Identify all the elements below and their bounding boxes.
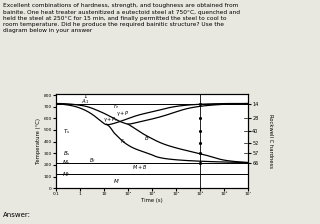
Text: Answer:: Answer: bbox=[3, 212, 31, 218]
Text: 1: 1 bbox=[83, 94, 86, 99]
Text: Excellent combinations of hardness, strength, and toughness are obtained from
ba: Excellent combinations of hardness, stre… bbox=[3, 3, 240, 33]
Text: $B_s$: $B_s$ bbox=[63, 149, 71, 158]
Text: $B$: $B$ bbox=[145, 134, 150, 142]
Text: $T_s$: $T_s$ bbox=[63, 127, 70, 136]
Text: $B_f$: $B_f$ bbox=[89, 156, 95, 165]
Text: $M_f$: $M_f$ bbox=[62, 170, 71, 179]
Y-axis label: Rockwell C hardness: Rockwell C hardness bbox=[268, 114, 273, 168]
Text: $F_e$: $F_e$ bbox=[113, 102, 119, 111]
Y-axis label: Temperature (°C): Temperature (°C) bbox=[36, 118, 41, 164]
Text: $M$: $M$ bbox=[113, 177, 119, 185]
X-axis label: Time (s): Time (s) bbox=[141, 198, 163, 203]
Text: $F_e$: $F_e$ bbox=[120, 137, 127, 146]
Text: $\gamma+P_e$: $\gamma+P_e$ bbox=[103, 115, 119, 124]
Text: $A_1$: $A_1$ bbox=[81, 97, 89, 106]
Text: $M_s$: $M_s$ bbox=[62, 158, 71, 167]
Text: $M+B$: $M+B$ bbox=[132, 163, 148, 171]
Text: $\gamma+P$: $\gamma+P$ bbox=[116, 109, 130, 118]
